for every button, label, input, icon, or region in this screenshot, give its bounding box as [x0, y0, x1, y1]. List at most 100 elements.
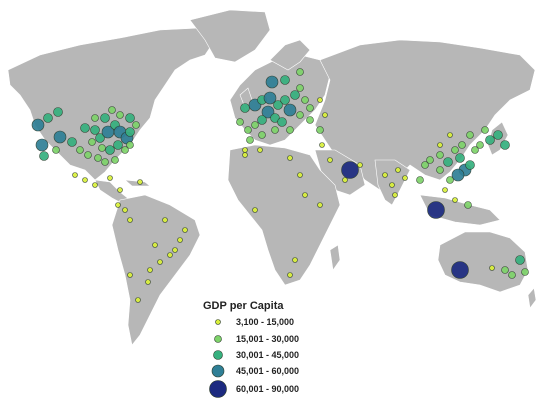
- city-marker: [244, 126, 252, 134]
- city-marker: [127, 272, 133, 278]
- city-marker: [436, 166, 444, 174]
- city-marker: [100, 113, 110, 123]
- city-marker: [257, 147, 263, 153]
- legend-label-5: 60,001 - 90,000: [236, 384, 299, 394]
- city-marker: [125, 127, 135, 137]
- city-marker: [296, 111, 304, 119]
- city-marker: [122, 207, 128, 213]
- city-marker: [52, 146, 60, 154]
- city-marker: [271, 126, 279, 134]
- city-marker: [177, 237, 183, 243]
- city-marker: [236, 118, 244, 126]
- city-marker: [82, 177, 88, 183]
- city-marker: [263, 91, 277, 105]
- city-marker: [455, 153, 465, 163]
- city-marker: [322, 112, 328, 118]
- city-marker: [67, 137, 77, 147]
- city-marker: [162, 217, 168, 223]
- city-marker: [447, 132, 453, 138]
- city-marker: [317, 97, 323, 103]
- city-marker: [240, 103, 250, 113]
- city-marker: [421, 161, 429, 169]
- city-marker: [301, 96, 309, 104]
- city-marker: [437, 142, 443, 148]
- city-marker: [107, 175, 113, 181]
- city-marker: [167, 252, 173, 258]
- city-marker: [39, 151, 49, 161]
- city-marker: [111, 156, 119, 164]
- madagascar: [329, 244, 341, 271]
- city-marker: [297, 172, 303, 178]
- city-marker: [292, 257, 298, 263]
- city-marker: [84, 151, 92, 159]
- city-marker: [277, 117, 287, 127]
- city-marker: [117, 187, 123, 193]
- city-marker: [481, 126, 489, 134]
- city-marker: [296, 68, 304, 76]
- city-marker: [395, 167, 401, 173]
- city-marker: [53, 130, 67, 144]
- city-marker: [157, 259, 163, 265]
- city-marker: [76, 146, 84, 154]
- city-marker: [466, 131, 474, 139]
- australia: [437, 231, 529, 293]
- city-marker: [135, 297, 141, 303]
- city-marker: [152, 242, 158, 248]
- city-marker: [108, 106, 116, 114]
- city-marker: [287, 272, 293, 278]
- city-marker: [101, 158, 109, 166]
- south-america: [111, 194, 201, 346]
- legend-symbol-3: [213, 350, 223, 360]
- city-marker: [451, 146, 459, 154]
- city-marker: [465, 160, 475, 170]
- city-marker: [31, 118, 45, 132]
- greenland: [189, 9, 271, 63]
- city-marker: [137, 179, 143, 185]
- legend-symbol-1: [215, 319, 221, 325]
- city-marker: [416, 176, 424, 184]
- city-marker: [280, 75, 290, 85]
- city-marker: [88, 138, 96, 146]
- city-marker: [357, 162, 363, 168]
- legend-symbol-4: [211, 364, 225, 378]
- city-marker: [91, 114, 99, 122]
- city-marker: [147, 267, 153, 273]
- city-marker: [280, 95, 290, 105]
- city-marker: [296, 84, 304, 92]
- city-marker: [126, 141, 134, 149]
- city-marker: [471, 146, 479, 154]
- city-marker: [402, 175, 408, 181]
- city-marker: [72, 172, 78, 178]
- city-marker: [302, 192, 308, 198]
- asia: [314, 39, 536, 191]
- north-america: [7, 27, 216, 181]
- city-marker: [116, 111, 124, 119]
- city-marker: [521, 268, 529, 276]
- legend-title: GDP per Capita: [203, 300, 284, 312]
- city-marker: [265, 75, 279, 89]
- city-marker: [257, 115, 267, 125]
- city-marker: [145, 279, 151, 285]
- city-marker: [246, 136, 254, 144]
- city-marker: [95, 133, 105, 143]
- city-marker: [489, 265, 495, 271]
- city-marker: [94, 154, 102, 162]
- new-zealand: [527, 287, 537, 309]
- city-marker: [258, 131, 266, 139]
- city-marker: [436, 151, 444, 159]
- city-marker: [476, 141, 484, 149]
- city-marker: [105, 145, 115, 155]
- city-marker: [382, 172, 388, 178]
- city-marker: [442, 187, 448, 193]
- city-marker: [317, 202, 323, 208]
- city-marker: [242, 147, 248, 153]
- city-marker: [121, 146, 129, 154]
- city-marker: [464, 201, 472, 209]
- city-marker: [341, 161, 359, 179]
- city-marker: [261, 105, 275, 119]
- city-marker: [458, 141, 466, 149]
- city-markers: [31, 68, 529, 303]
- city-marker: [426, 156, 434, 164]
- city-marker: [501, 266, 509, 274]
